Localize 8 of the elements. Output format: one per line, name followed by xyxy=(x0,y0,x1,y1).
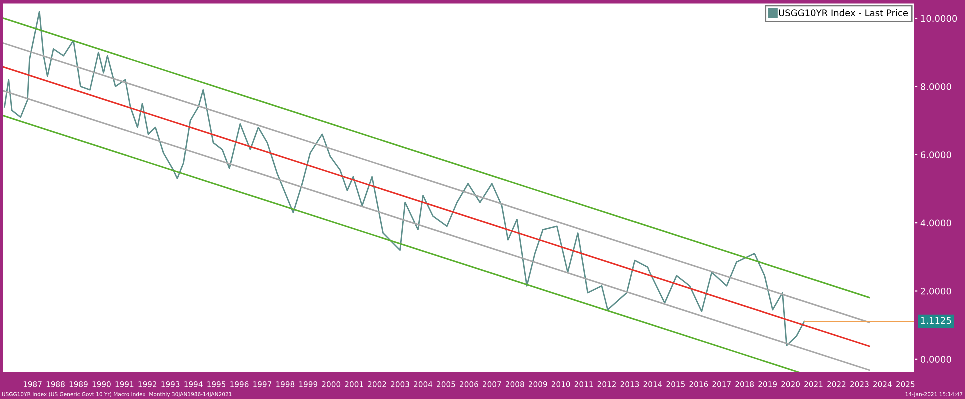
y-tick-label: 10.0000 xyxy=(921,15,958,22)
y-tick-label: 4.0000 xyxy=(920,220,952,227)
y-tick-label: 0.0000 xyxy=(920,356,952,363)
y-tick-label: 2.0000 xyxy=(921,288,952,295)
legend-label: USGG10YR Index - Last Price xyxy=(779,10,908,16)
ref-line-label: 1.1125 xyxy=(921,317,952,324)
y-tick-label: 8.0000 xyxy=(920,83,952,90)
y-tick-label: 6.0000 xyxy=(921,152,952,158)
